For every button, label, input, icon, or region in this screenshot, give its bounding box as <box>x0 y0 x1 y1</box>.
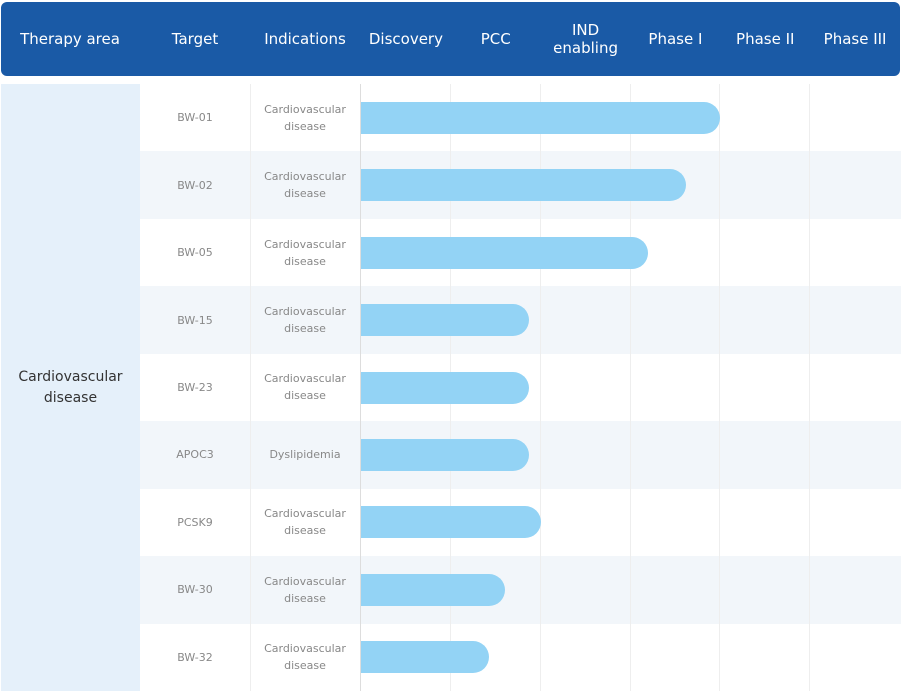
row-background <box>140 623 901 691</box>
progress-bar <box>361 641 489 674</box>
indication-label: Cardiovascular disease <box>264 305 346 336</box>
header-bar <box>1 2 900 76</box>
progress-bar <box>361 169 687 202</box>
stage-header: Phase III <box>823 30 887 48</box>
stage-header: PCC <box>480 30 511 48</box>
progress-bar <box>361 236 649 269</box>
column-header: Target <box>171 30 219 48</box>
stage-header: Phase I <box>648 30 703 48</box>
progress-bar <box>361 573 505 606</box>
stage-header: IND enabling <box>553 21 618 57</box>
therapy-area-label: Cardiovascular disease <box>18 368 123 406</box>
target-label: BW-15 <box>177 313 213 327</box>
stage-divider <box>719 84 721 691</box>
column-divider <box>360 84 361 691</box>
target-label: APOC3 <box>176 448 214 462</box>
indication-label: Cardiovascular disease <box>264 102 346 133</box>
progress-bar <box>361 438 529 471</box>
indication-label: Dyslipidemia <box>269 448 341 462</box>
progress-bar <box>361 506 541 539</box>
indication-label: Cardiovascular disease <box>264 170 346 201</box>
indication-label: Cardiovascular disease <box>264 507 346 538</box>
indication-label: Cardiovascular disease <box>264 372 346 403</box>
column-header: Indications <box>264 30 346 48</box>
therapy-area-column <box>1 84 140 691</box>
column-divider <box>250 84 251 691</box>
target-label: PCSK9 <box>177 515 213 529</box>
target-label: BW-30 <box>177 583 213 597</box>
indication-label: Cardiovascular disease <box>264 237 346 268</box>
target-label: BW-32 <box>177 650 213 664</box>
row-background <box>140 556 901 624</box>
target-label: BW-01 <box>177 111 213 125</box>
indication-label: Cardiovascular disease <box>264 642 346 673</box>
stage-divider <box>809 84 811 691</box>
stage-divider <box>539 84 541 691</box>
target-label: BW-05 <box>177 246 213 260</box>
indication-label: Cardiovascular disease <box>264 574 346 605</box>
target-label: BW-02 <box>177 178 213 192</box>
column-header: Therapy area <box>20 30 120 48</box>
target-label: BW-23 <box>177 380 213 394</box>
stage-header: Phase II <box>736 30 795 48</box>
stage-divider <box>629 84 631 691</box>
progress-bar <box>361 371 529 404</box>
stage-header: Discovery <box>368 30 443 48</box>
progress-bar <box>361 101 721 134</box>
progress-bar <box>361 304 529 337</box>
